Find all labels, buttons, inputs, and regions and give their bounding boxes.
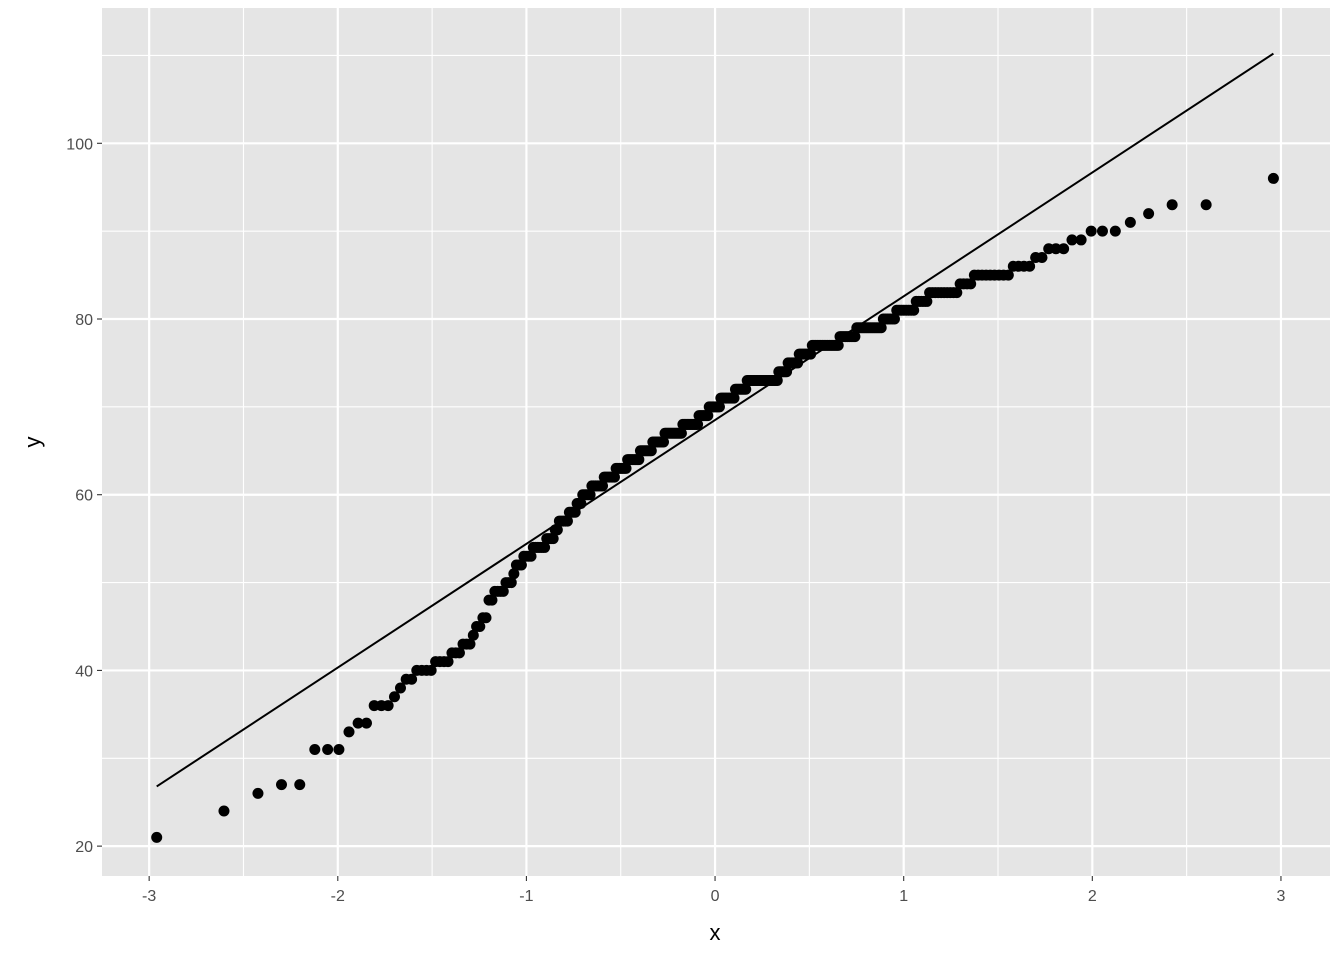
y-tick-label: 80 bbox=[75, 312, 93, 329]
data-point bbox=[608, 471, 620, 483]
major-gridlines bbox=[102, 8, 1330, 876]
data-point bbox=[1050, 243, 1062, 255]
data-point bbox=[525, 550, 537, 562]
x-tick-label: 0 bbox=[711, 888, 720, 905]
data-point bbox=[849, 331, 861, 343]
data-point bbox=[620, 462, 632, 474]
data-point bbox=[539, 541, 551, 553]
data-point bbox=[597, 480, 609, 492]
data-point bbox=[1109, 225, 1121, 237]
x-axis-ticks: -3 -2 -1 0 1 2 3 bbox=[142, 876, 1286, 905]
data-point bbox=[515, 559, 527, 571]
data-point bbox=[382, 700, 394, 712]
data-point bbox=[1036, 252, 1048, 264]
data-point bbox=[740, 383, 752, 395]
data-point bbox=[645, 445, 657, 457]
x-tick-label: 3 bbox=[1277, 888, 1286, 905]
reference-line-group bbox=[156, 52, 1274, 788]
data-point bbox=[658, 436, 670, 448]
x-tick-label: 2 bbox=[1088, 888, 1097, 905]
data-point bbox=[1096, 225, 1108, 237]
data-point bbox=[425, 664, 437, 676]
data-point bbox=[633, 454, 645, 466]
data-point bbox=[388, 691, 400, 703]
data-point bbox=[713, 401, 725, 413]
data-point bbox=[360, 717, 372, 729]
data-point bbox=[352, 717, 364, 729]
data-point bbox=[1124, 216, 1136, 228]
data-point bbox=[486, 594, 498, 606]
data-point bbox=[151, 831, 163, 843]
y-axis-title: y bbox=[20, 437, 45, 448]
data-point bbox=[702, 410, 714, 422]
data-point bbox=[1143, 208, 1155, 220]
data-point bbox=[497, 585, 509, 597]
qq-reference-line bbox=[156, 52, 1274, 788]
data-point bbox=[474, 620, 486, 632]
data-point bbox=[333, 743, 345, 755]
data-point bbox=[551, 524, 563, 536]
data-point bbox=[1002, 269, 1014, 281]
data-point bbox=[309, 743, 321, 755]
data-point bbox=[965, 278, 977, 290]
data-point bbox=[322, 743, 334, 755]
data-point bbox=[294, 779, 306, 791]
data-point bbox=[832, 339, 844, 351]
x-tick-label: -3 bbox=[142, 888, 156, 905]
data-point bbox=[1267, 172, 1279, 184]
data-point bbox=[467, 629, 479, 641]
data-point bbox=[505, 577, 517, 589]
data-point bbox=[442, 656, 454, 668]
data-point bbox=[675, 427, 687, 439]
data-point bbox=[547, 533, 559, 545]
data-point bbox=[692, 418, 704, 430]
data-point bbox=[792, 357, 804, 369]
y-tick-label: 100 bbox=[66, 136, 93, 153]
data-point bbox=[1085, 225, 1097, 237]
data-point bbox=[508, 568, 520, 580]
data-point bbox=[888, 313, 900, 325]
data-point bbox=[276, 779, 288, 791]
data-point bbox=[1075, 234, 1087, 246]
y-tick-label: 40 bbox=[75, 663, 93, 680]
x-tick-label: -1 bbox=[519, 888, 533, 905]
data-point bbox=[1058, 243, 1070, 255]
data-point bbox=[951, 287, 963, 299]
data-point bbox=[1200, 199, 1212, 211]
data-point bbox=[1024, 260, 1036, 272]
x-tick-label: 1 bbox=[899, 888, 908, 905]
y-axis-ticks: 20 40 60 80 100 bbox=[66, 136, 102, 856]
data-point bbox=[406, 673, 418, 685]
data-point bbox=[728, 392, 740, 404]
data-point bbox=[921, 295, 933, 307]
data-point bbox=[875, 322, 887, 334]
data-point bbox=[464, 638, 476, 650]
y-tick-label: 60 bbox=[75, 488, 93, 505]
data-point bbox=[584, 489, 596, 501]
data-point bbox=[1066, 234, 1078, 246]
x-tick-label: -2 bbox=[331, 888, 345, 905]
x-axis-title: x bbox=[710, 920, 721, 945]
data-point bbox=[343, 726, 355, 738]
data-point bbox=[394, 682, 406, 694]
data-point bbox=[1166, 199, 1178, 211]
data-point bbox=[252, 787, 264, 799]
data-point bbox=[480, 612, 492, 624]
data-point bbox=[908, 304, 920, 316]
data-point bbox=[453, 647, 465, 659]
data-point bbox=[218, 805, 230, 817]
y-tick-label: 20 bbox=[75, 839, 93, 856]
data-point bbox=[805, 348, 817, 360]
